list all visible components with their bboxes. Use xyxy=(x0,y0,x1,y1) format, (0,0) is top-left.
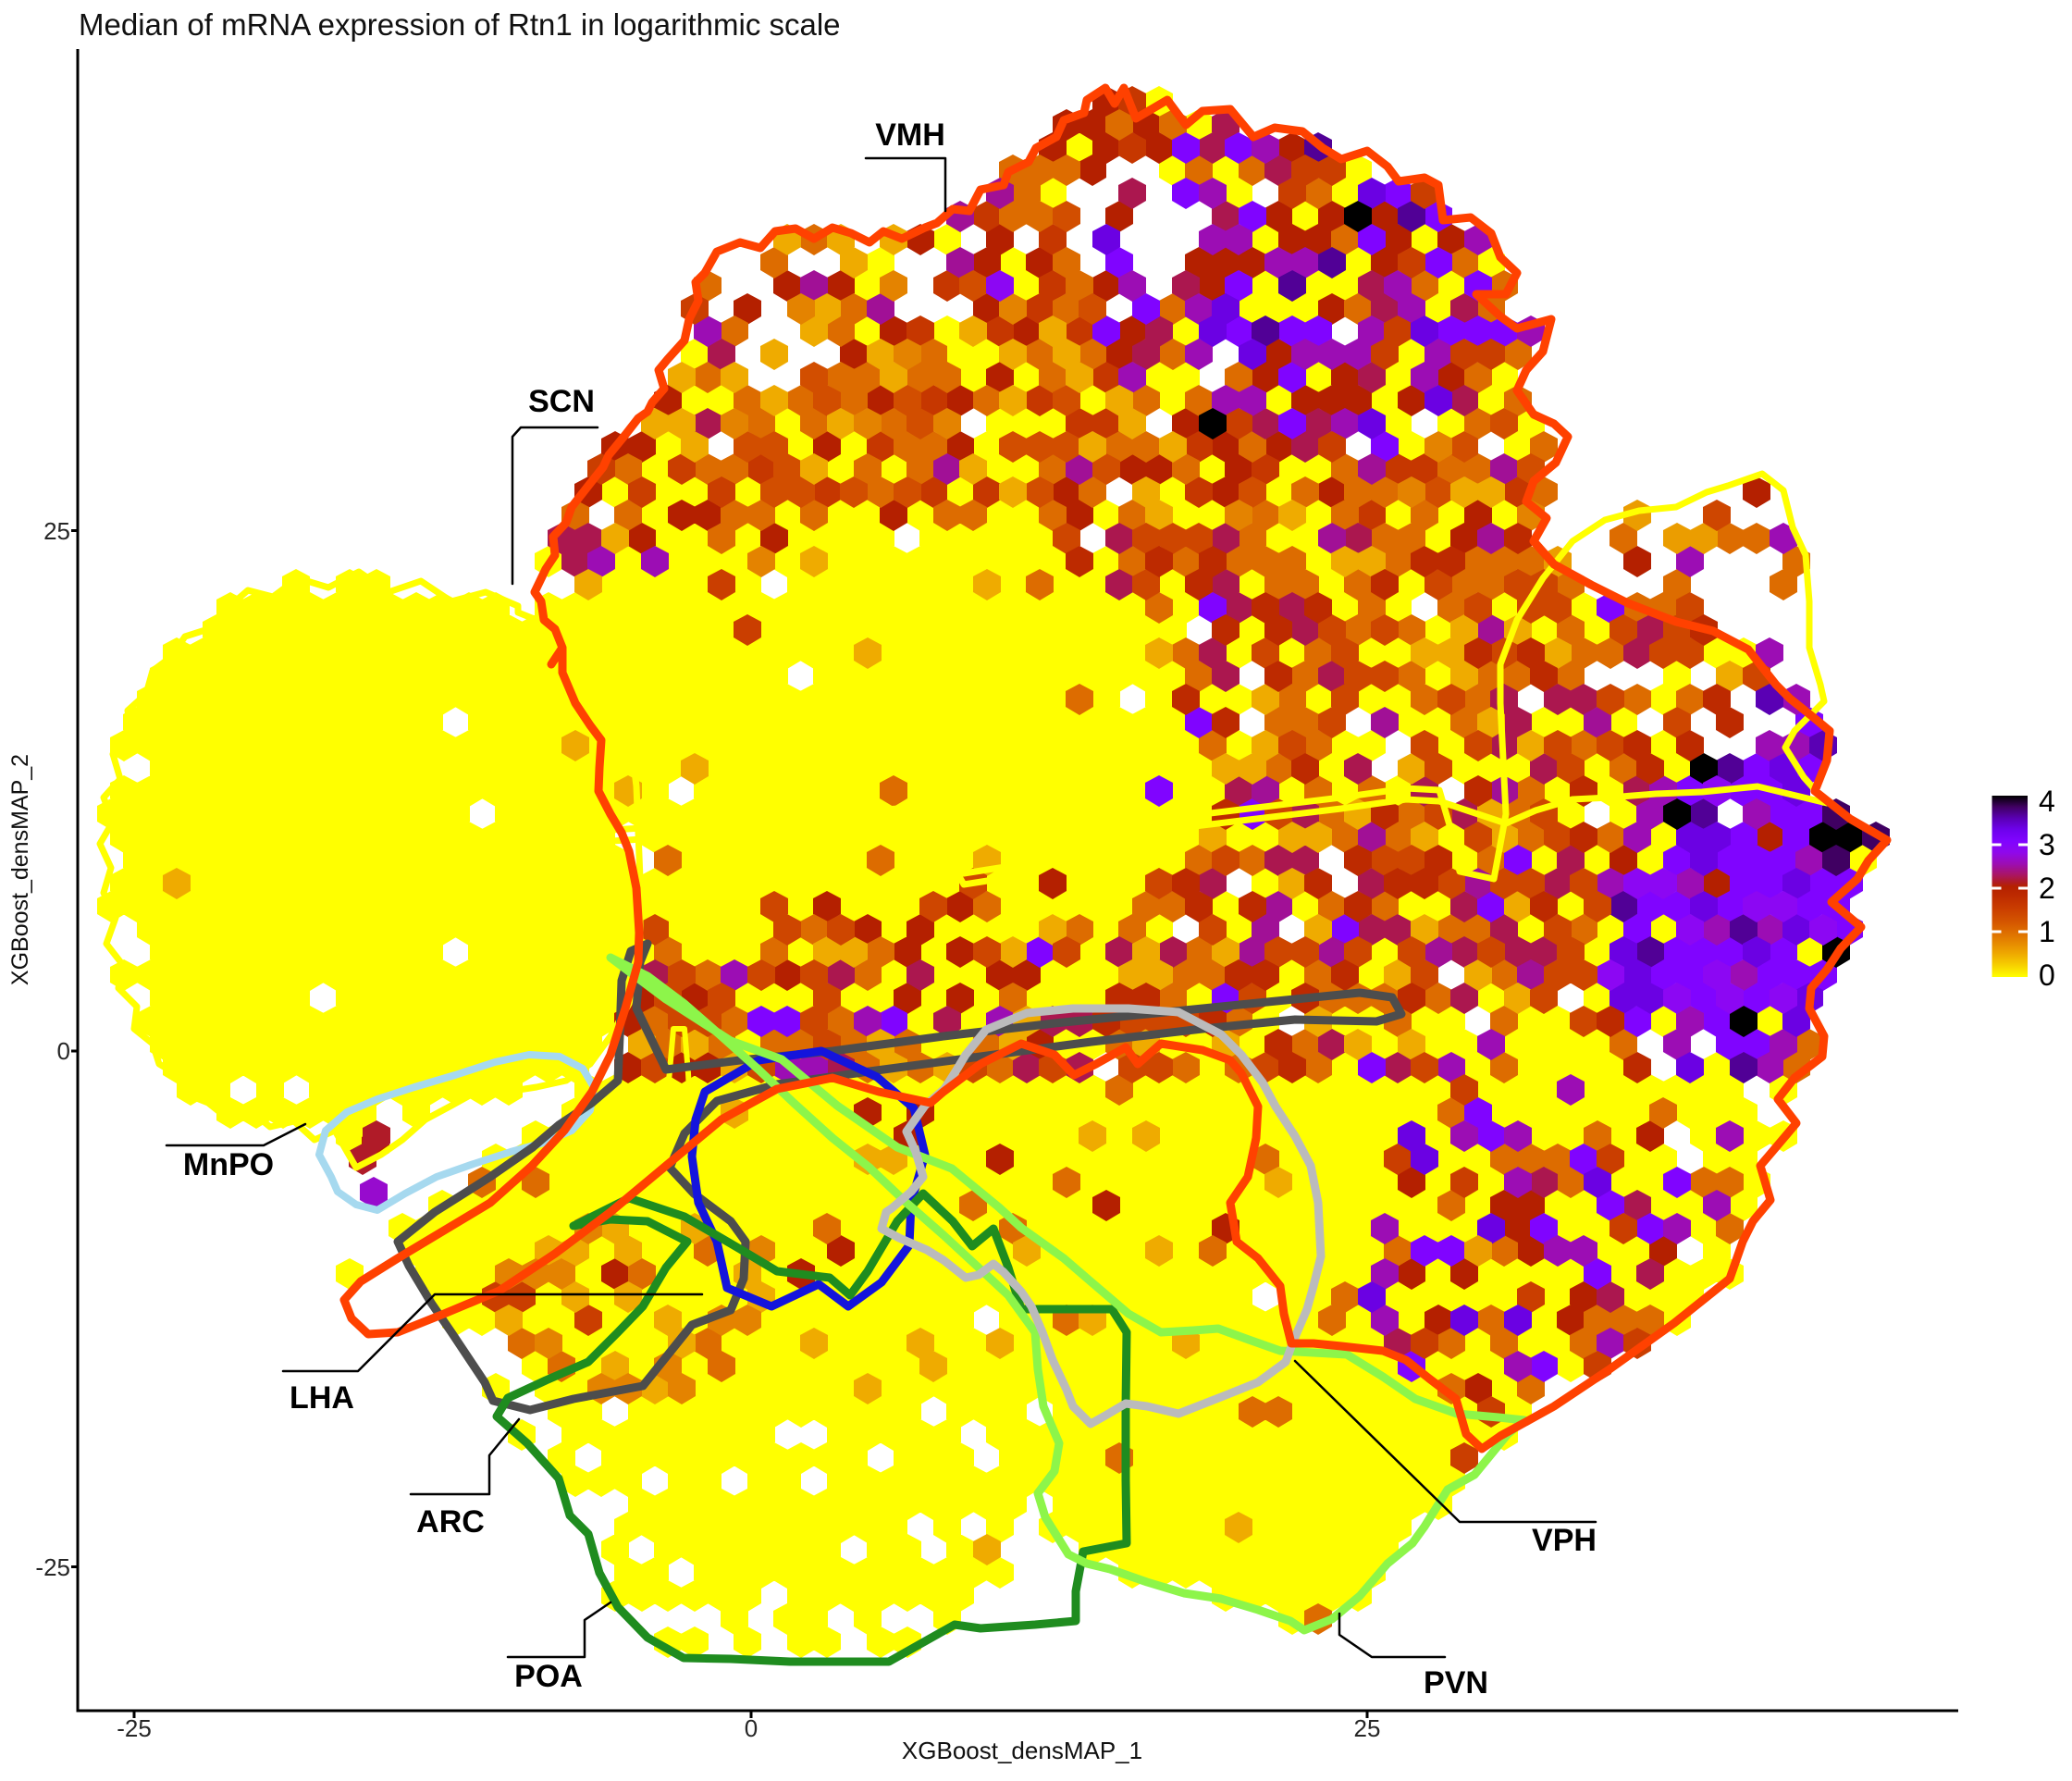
svg-text:VMH: VMH xyxy=(875,117,945,153)
svg-text:0: 0 xyxy=(745,1714,758,1742)
svg-text:25: 25 xyxy=(43,517,70,545)
svg-text:3: 3 xyxy=(2039,828,2055,861)
svg-text:MnPO: MnPO xyxy=(183,1147,274,1182)
svg-text:Median of mRNA expression of R: Median of mRNA expression of Rtn1 in log… xyxy=(79,7,841,42)
svg-text:PVN: PVN xyxy=(1424,1665,1488,1701)
svg-text:VPH: VPH xyxy=(1532,1523,1597,1558)
svg-text:XGBoost_densMAP_1: XGBoost_densMAP_1 xyxy=(902,1737,1142,1764)
svg-text:-25: -25 xyxy=(117,1714,152,1742)
svg-text:LHA: LHA xyxy=(290,1380,354,1416)
svg-text:POA: POA xyxy=(514,1659,583,1694)
svg-text:1: 1 xyxy=(2039,915,2055,948)
svg-text:XGBoost_densMAP_2: XGBoost_densMAP_2 xyxy=(7,754,33,985)
svg-text:2: 2 xyxy=(2039,872,2055,905)
svg-text:0: 0 xyxy=(57,1037,70,1065)
svg-text:-25: -25 xyxy=(35,1553,70,1581)
svg-text:ARC: ARC xyxy=(416,1504,485,1540)
svg-text:25: 25 xyxy=(1354,1714,1381,1742)
svg-text:SCN: SCN xyxy=(528,384,595,419)
svg-text:4: 4 xyxy=(2039,785,2055,818)
svg-text:0: 0 xyxy=(2039,959,2055,992)
